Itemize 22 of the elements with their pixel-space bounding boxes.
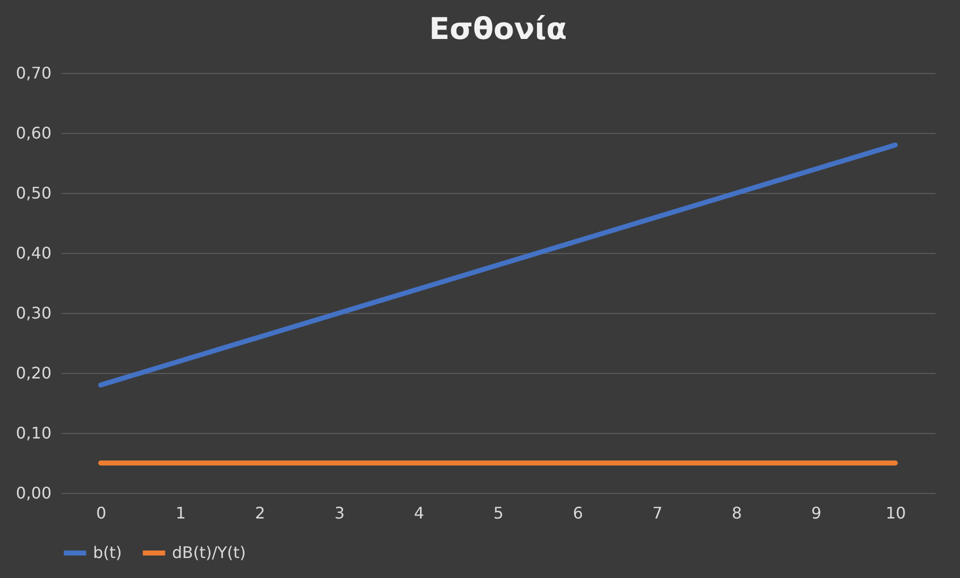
y-tick-label: 0,60 [16, 124, 52, 142]
x-tick-label: 1 [176, 504, 186, 522]
chart-title: Εσθονία [429, 12, 567, 47]
x-tick-label: 7 [652, 504, 663, 522]
legend-label: b(t) [93, 543, 122, 562]
x-tick-label: 10 [886, 504, 906, 522]
x-tick-label: 0 [96, 504, 106, 522]
y-tick-label: 0,00 [16, 484, 52, 502]
y-tick-label: 0,20 [16, 364, 52, 382]
x-tick-label: 8 [732, 504, 742, 522]
x-tick-label: 2 [255, 504, 266, 522]
y-tick-label: 0,70 [16, 64, 52, 82]
y-tick-label: 0,30 [16, 304, 52, 322]
x-tick-label: 5 [493, 504, 504, 522]
x-tick-label: 6 [572, 504, 584, 522]
legend-label: dB(t)/Y(t) [172, 543, 246, 562]
y-tick-label: 0,50 [16, 184, 52, 202]
x-tick-label: 9 [811, 504, 822, 522]
x-tick-label: 3 [334, 504, 345, 522]
y-tick-label: 0,10 [16, 424, 52, 442]
y-tick-label: 0,40 [16, 244, 52, 262]
x-tick-label: 4 [414, 504, 424, 522]
